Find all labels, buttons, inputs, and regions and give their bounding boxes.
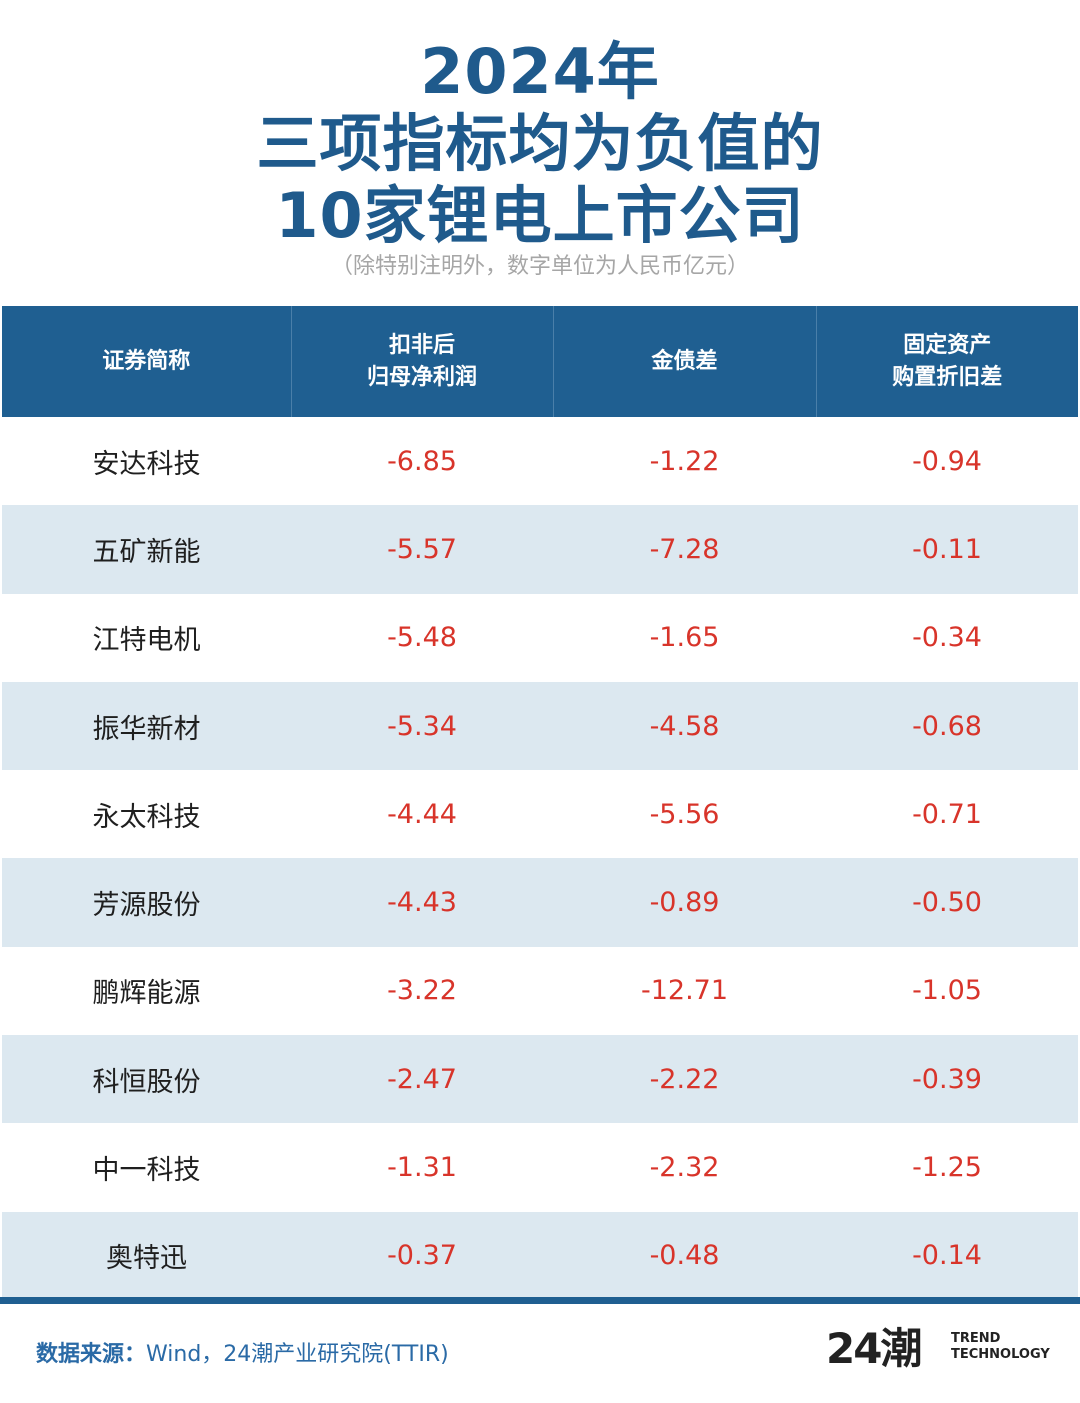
cell-net-profit: -5.48 — [387, 622, 457, 654]
table-row: 奥特迅 -0.37 -0.48 -0.14 — [2, 1211, 1078, 1300]
cell-net-profit: -5.34 — [291, 681, 553, 771]
cell-company: 振华新材 — [2, 681, 291, 771]
header-row: 证券简称 扣非后 归母净利润 金债差 固定资产 购置折旧差 — [2, 306, 1078, 417]
cell-net-profit: -5.57 — [291, 505, 553, 594]
table-body: 安达科技 -6.85 -1.22 -0.94 五矿新能 -5.57 -7.28 … — [2, 417, 1078, 1300]
cell-cash-debt-gap: -0.48 — [553, 1211, 816, 1300]
header-text: 金债差 — [651, 348, 718, 374]
header-text: 扣非后 — [388, 332, 455, 358]
header-security-name: 证券简称 — [2, 306, 291, 417]
cell-net-profit: -1.31 — [387, 1152, 457, 1184]
cell-cash-debt-gap: -7.28 — [553, 505, 816, 594]
cell-capex-gap: -0.71 — [912, 798, 982, 830]
logo-line-1: TREND — [951, 1331, 1001, 1346]
table-row: 五矿新能 -5.57 -7.28 -0.11 — [2, 505, 1078, 594]
logo-mark: 24潮 — [826, 1324, 922, 1373]
cell-capex-gap: -1.05 — [912, 975, 982, 1007]
table-row: 芳源股份 -4.43 -0.89 -0.50 — [2, 858, 1078, 947]
cell-company: 江特电机 — [92, 625, 201, 657]
table-row: 科恒股份 -2.47 -2.22 -0.39 — [2, 1035, 1078, 1124]
cell-capex-gap: -0.14 — [816, 1211, 1078, 1300]
header-cash-debt-gap: 金债差 — [552, 306, 816, 417]
cell-company: 奥特迅 — [2, 1211, 291, 1300]
cell-capex-gap: -1.25 — [912, 1152, 982, 1184]
cell-cash-debt-gap: -0.89 — [553, 858, 816, 947]
header-text: 证券简称 — [102, 348, 191, 374]
data-source: 数据来源：Wind，24潮产业研究院(TTIR) — [36, 1340, 449, 1370]
cell-capex-gap: -0.11 — [816, 505, 1078, 594]
table-row: 鹏辉能源 -3.22 -12.71 -1.05 — [2, 947, 1078, 1035]
cell-net-profit: -4.44 — [387, 798, 457, 830]
source-text: Wind，24潮产业研究院(TTIR) — [146, 1342, 449, 1367]
table-row: 中一科技 -1.31 -2.32 -1.25 — [2, 1123, 1078, 1211]
bottom-divider — [0, 1297, 1080, 1304]
cell-cash-debt-gap: -12.71 — [640, 975, 729, 1007]
cell-capex-gap: -0.34 — [912, 622, 982, 654]
cell-capex-gap: -0.68 — [816, 681, 1078, 771]
brand-logo: 24潮 TREND TECHNOLOGY — [826, 1325, 1056, 1377]
cell-cash-debt-gap: -4.58 — [553, 681, 816, 771]
header-text: 购置折旧差 — [892, 364, 1003, 390]
cell-company: 安达科技 — [92, 448, 201, 480]
header-text: 归母净利润 — [366, 364, 477, 390]
cell-company: 芳源股份 — [2, 858, 291, 947]
data-table: 证券简称 扣非后 归母净利润 金债差 固定资产 购置折旧差 安达科技 -6.85… — [2, 306, 1078, 1300]
cell-company: 中一科技 — [92, 1155, 201, 1187]
unit-note: （除特别注明外，数字单位为人民币亿元） — [330, 254, 749, 279]
cell-capex-gap: -0.94 — [912, 445, 982, 477]
table-row: 永太科技 -4.44 -5.56 -0.71 — [2, 770, 1078, 858]
title-line-3: 10家锂电上市公司 — [275, 179, 805, 252]
cell-cash-debt-gap: -1.22 — [649, 445, 720, 477]
table-row: 江特电机 -5.48 -1.65 -0.34 — [2, 594, 1078, 682]
cell-net-profit: -4.43 — [291, 858, 553, 947]
source-label: 数据来源： — [36, 1342, 147, 1367]
cell-capex-gap: -0.39 — [816, 1035, 1078, 1124]
cell-company: 五矿新能 — [2, 505, 291, 594]
cell-net-profit: -3.22 — [387, 975, 457, 1007]
cell-company: 永太科技 — [92, 801, 201, 833]
cell-cash-debt-gap: -2.32 — [649, 1152, 720, 1184]
title-line-1: 2024年 — [420, 35, 660, 108]
header-capex-depreciation-gap: 固定资产 购置折旧差 — [815, 306, 1078, 417]
cell-company: 鹏辉能源 — [92, 978, 201, 1010]
table-header: 证券简称 扣非后 归母净利润 金债差 固定资产 购置折旧差 — [2, 306, 1078, 417]
cell-company: 科恒股份 — [2, 1035, 291, 1124]
cell-net-profit: -0.37 — [291, 1211, 553, 1300]
header-text: 固定资产 — [903, 332, 992, 358]
cell-capex-gap: -0.50 — [816, 858, 1078, 947]
table-row: 安达科技 -6.85 -1.22 -0.94 — [2, 417, 1078, 505]
title-block: 2024年 三项指标均为负值的 10家锂电上市公司 — [0, 36, 1080, 252]
header-net-profit: 扣非后 归母净利润 — [290, 306, 553, 417]
cell-net-profit: -6.85 — [387, 445, 457, 477]
logo-line-2: TECHNOLOGY — [951, 1347, 1050, 1362]
logo-wordmark: TREND TECHNOLOGY — [951, 1331, 1050, 1363]
title-line-2: 三项指标均为负值的 — [256, 107, 824, 180]
cell-net-profit: -2.47 — [291, 1035, 553, 1124]
cell-cash-debt-gap: -1.65 — [649, 622, 720, 654]
cell-cash-debt-gap: -5.56 — [649, 798, 720, 830]
cell-cash-debt-gap: -2.22 — [553, 1035, 816, 1124]
table-row: 振华新材 -5.34 -4.58 -0.68 — [2, 681, 1078, 771]
